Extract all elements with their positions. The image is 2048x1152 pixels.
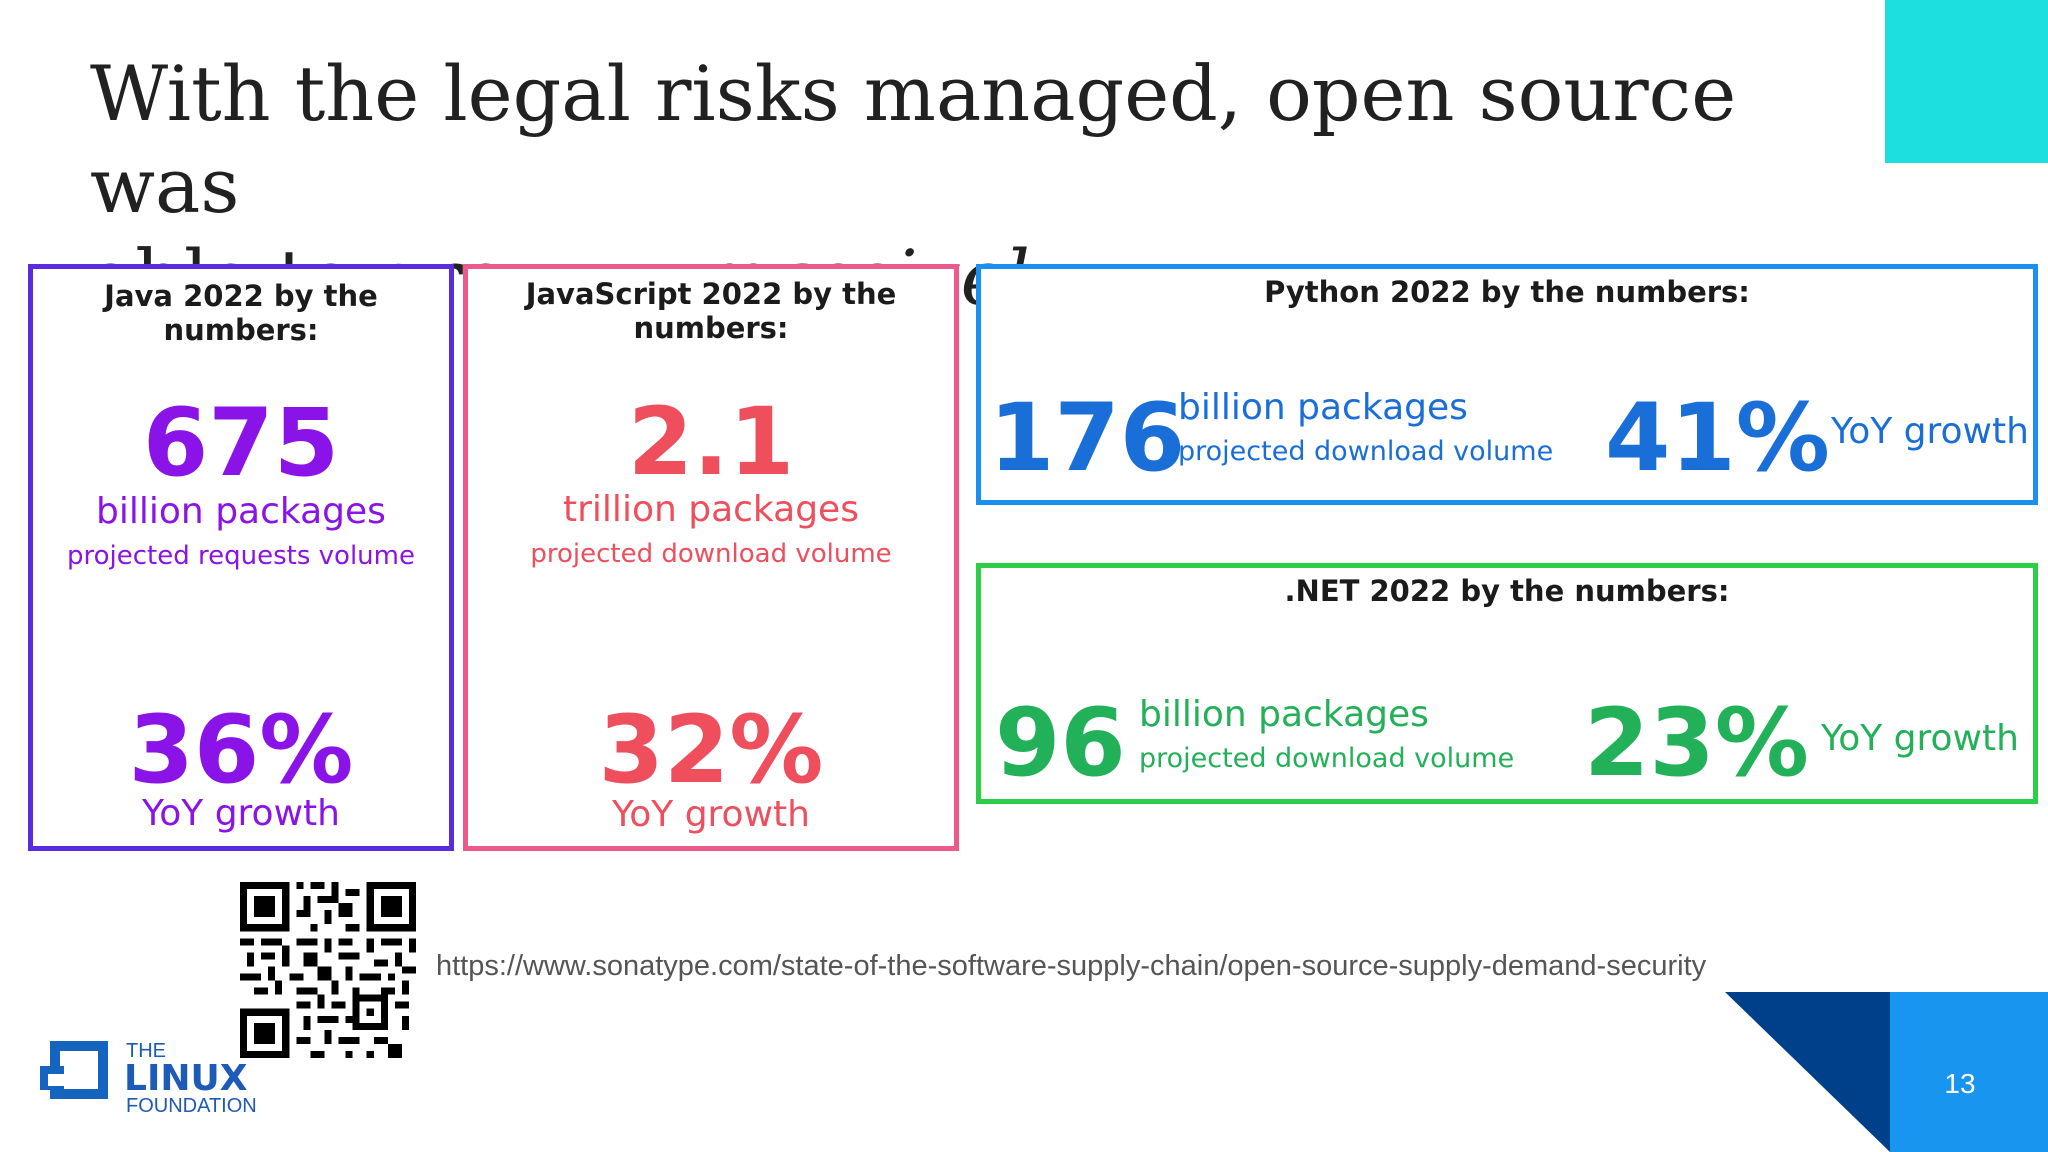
growth-percent: 41% — [1605, 384, 1830, 493]
stat-unit: billion packages — [1139, 694, 1429, 735]
card-heading: JavaScript 2022 by the numbers: — [525, 277, 897, 345]
stat-description: projected requests volume — [67, 541, 415, 571]
card-heading: Python 2022 by the numbers: — [1264, 275, 1750, 309]
stat-unit: billion packages — [1178, 387, 1468, 428]
qr-code[interactable] — [240, 882, 416, 1058]
stat-number: 176 — [989, 384, 1186, 493]
javascript-stats-card: JavaScript 2022 by the numbers: 2.1 tril… — [463, 264, 959, 851]
python-stats-card: Python 2022 by the numbers: 176 billion … — [976, 264, 2038, 505]
logo-text-the: THE — [126, 1040, 166, 1062]
card-heading: Java 2022 by the numbers: — [104, 279, 378, 347]
growth-label: YoY growth — [1821, 718, 2019, 759]
corner-accent-cyan — [1885, 0, 2048, 163]
dotnet-stats-card: .NET 2022 by the numbers: 96 billion pac… — [976, 563, 2038, 804]
growth-label: YoY growth — [612, 794, 810, 835]
logo-text-foundation: FOUNDATION — [126, 1095, 257, 1116]
page-number: 13 — [1944, 1068, 1976, 1099]
card-heading: .NET 2022 by the numbers: — [1284, 574, 1730, 608]
java-stats-card: Java 2022 by the numbers: 675 billion pa… — [28, 264, 454, 851]
stat-number: 675 — [142, 389, 340, 498]
stat-text: billion packages projected download volu… — [1178, 387, 1553, 467]
stat-description: projected download volume — [1178, 436, 1554, 467]
stat-number: 2.1 — [627, 388, 795, 497]
stat-unit: trillion packages — [563, 489, 859, 530]
stat-number: 96 — [995, 689, 1126, 798]
stat-text: billion packages projected download volu… — [1139, 694, 1514, 774]
corner-accent-navy — [1725, 992, 1890, 1152]
growth-percent: 23% — [1584, 689, 1809, 798]
source-url-link[interactable]: https://www.sonatype.com/state-of-the-so… — [436, 950, 1707, 982]
title-line-1: With the legal risks managed, open sourc… — [90, 49, 1737, 230]
stat-unit: billion packages — [96, 491, 386, 532]
growth-label: YoY growth — [1831, 411, 2029, 452]
stat-description: projected download volume — [1139, 743, 1515, 774]
logo-text-linux: LINUX — [124, 1058, 248, 1099]
growth-percent: 32% — [598, 696, 824, 805]
corner-accent-blue — [1890, 992, 2048, 1152]
stat-description: projected download volume — [530, 539, 892, 569]
linux-foundation-logo: THE LINUX FOUNDATION — [40, 1040, 257, 1116]
growth-percent: 36% — [128, 696, 354, 805]
growth-label: YoY growth — [142, 793, 340, 834]
logo-mark-icon — [40, 1041, 108, 1099]
